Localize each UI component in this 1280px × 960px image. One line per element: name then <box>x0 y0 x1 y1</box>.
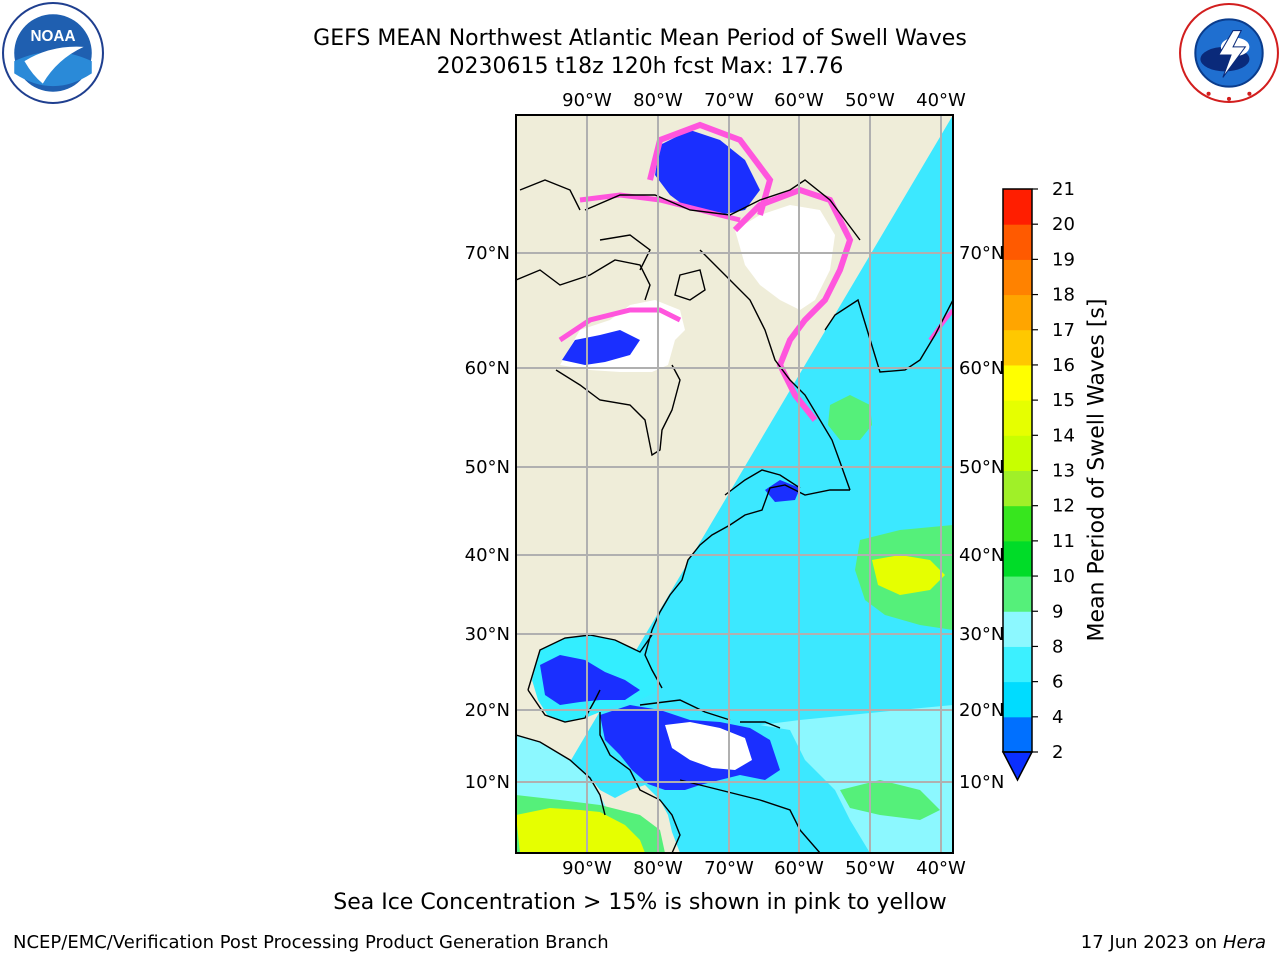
colorbar-tick-label: 19 <box>1052 249 1075 270</box>
lon-label-top: 70°W <box>704 90 754 111</box>
footer-date: 17 Jun 2023 on Hera <box>1081 932 1266 953</box>
lat-label-left: 60°N <box>465 358 510 379</box>
colorbar-segment <box>1003 681 1032 718</box>
colorbar-segment <box>1003 189 1032 225</box>
colorbar-tick-label: 2 <box>1052 742 1063 763</box>
colorbar-segment <box>1003 259 1032 296</box>
lat-label-left: 20°N <box>465 700 510 721</box>
lat-label-left: 40°N <box>465 545 510 566</box>
colorbar-tick-label: 20 <box>1052 214 1075 235</box>
noaa-logo-text: NOAA <box>31 28 76 45</box>
nws-logo <box>1179 3 1279 103</box>
labrador-green <box>828 395 872 440</box>
map-frame <box>515 114 954 854</box>
lon-label-bottom: 60°W <box>774 858 824 879</box>
sea-ice-note: Sea Ice Concentration > 15% is shown in … <box>333 890 947 915</box>
colorbar-segment <box>1003 646 1032 683</box>
colorbar: 2 4 6 8 9 10 11 12 13 14 15 16 17 18 19 20 21 <box>1001 179 1075 782</box>
lon-label-bottom: 70°W <box>704 858 754 879</box>
lon-label-top: 50°W <box>845 90 895 111</box>
lon-label-bottom: 90°W <box>562 858 612 879</box>
map-graticule <box>516 115 953 853</box>
footer-date-text: 17 Jun 2023 on <box>1080 932 1218 953</box>
colorbar-tick-label: 21 <box>1052 179 1075 200</box>
colorbar-tick-label: 15 <box>1052 390 1075 411</box>
lat-label-right: 10°N <box>959 772 1004 793</box>
colorbar-segment <box>1003 505 1032 542</box>
colorbar-tick-label: 16 <box>1052 355 1075 376</box>
colorbar-segment <box>1003 435 1032 471</box>
lon-label-top: 80°W <box>633 90 683 111</box>
chart-title: GEFS MEAN Northwest Atlantic Mean Period… <box>313 26 967 51</box>
lat-label-left: 10°N <box>465 772 510 793</box>
colorbar-segment <box>1003 470 1032 507</box>
gulf-of-st-lawrence <box>765 480 800 502</box>
pacific-yellow <box>516 808 645 853</box>
footer-branch: NCEP/EMC/Verification Post Processing Pr… <box>13 932 609 953</box>
greenland-east-edge <box>928 308 953 342</box>
atlantic-yellow-spot <box>872 555 945 595</box>
colorbar-tick-label: 9 <box>1052 601 1063 622</box>
colorbar-tick-label: 12 <box>1052 496 1075 517</box>
lat-label-left: 70°N <box>465 243 510 264</box>
baffin-bay-ice <box>735 205 835 310</box>
lon-label-bottom: 40°W <box>916 858 966 879</box>
lat-label-left: 50°N <box>465 457 510 478</box>
colorbar-tick-label: 6 <box>1052 672 1063 693</box>
lat-label-right: 20°N <box>959 700 1004 721</box>
noaa-logo: NOAA <box>2 2 104 104</box>
colorbar-tick-label: 10 <box>1052 566 1075 587</box>
lat-label-left: 30°N <box>465 624 510 645</box>
colorbar-tick-label: 11 <box>1052 531 1075 552</box>
lon-label-bottom: 80°W <box>633 858 683 879</box>
colorbar-segment <box>1003 364 1032 401</box>
colorbar-label: Mean Period of Swell Waves [s] <box>1084 298 1110 642</box>
lon-label-bottom: 50°W <box>845 858 895 879</box>
lat-label-right: 50°N <box>959 457 1004 478</box>
gulf-low-period <box>540 655 640 705</box>
arctic-water <box>655 130 760 215</box>
lon-label-top: 90°W <box>562 90 612 111</box>
colorbar-tick-label: 4 <box>1052 707 1063 728</box>
colorbar-segment <box>1003 329 1032 366</box>
lat-labels-left: 70°N 60°N 50°N 40°N 30°N 20°N 10°N <box>465 243 510 793</box>
hudson-bay-ice-edge <box>558 307 682 343</box>
colorbar-segment <box>1003 400 1032 436</box>
hudson-bay-water <box>562 330 640 365</box>
lat-labels-right: 70°N 60°N 50°N 40°N 30°N 20°N 10°N <box>959 243 1004 793</box>
colorbar-tick-label: 13 <box>1052 461 1075 482</box>
lon-label-top: 60°W <box>774 90 824 111</box>
lat-label-right: 60°N <box>959 358 1004 379</box>
colorbar-segment <box>1003 540 1032 577</box>
colorbar-tick-label: 18 <box>1052 285 1075 306</box>
colorbar-tick-label: 17 <box>1052 320 1075 341</box>
footer-host: Hera <box>1222 932 1266 953</box>
colorbar-segment <box>1003 716 1032 753</box>
lat-label-right: 40°N <box>959 545 1004 566</box>
colorbar-segment <box>1003 294 1032 331</box>
caribbean-white-patch <box>665 722 752 770</box>
lon-label-top: 40°W <box>916 90 966 111</box>
lat-label-right: 70°N <box>959 243 1004 264</box>
lat-label-right: 30°N <box>959 624 1004 645</box>
colorbar-extend-min <box>1001 751 1034 782</box>
colorbar-tick-label: 14 <box>1052 425 1075 446</box>
colorbar-segment <box>1003 611 1032 647</box>
coastlines <box>516 179 953 853</box>
gulf-stream-green <box>840 780 940 820</box>
colorbar-segment <box>1003 576 1032 612</box>
colorbar-tick-label: 8 <box>1052 636 1063 657</box>
lon-labels-top: 90°W 80°W 70°W 60°W 50°W 40°W <box>562 90 966 111</box>
chart-subtitle: 20230615 t18z 120h fcst Max: 17.76 <box>436 54 844 79</box>
colorbar-segment <box>1003 224 1032 260</box>
lon-labels-bottom: 90°W 80°W 70°W 60°W 50°W 40°W <box>562 858 966 879</box>
